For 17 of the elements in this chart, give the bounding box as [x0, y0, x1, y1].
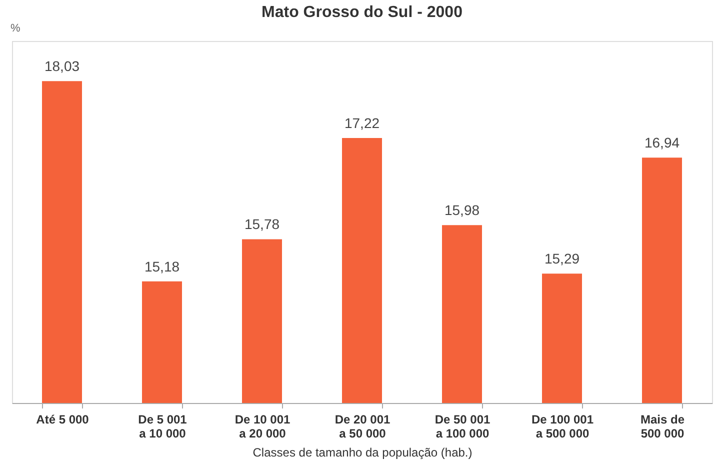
data-label: 15,98	[444, 202, 480, 218]
chart-title: Mato Grosso do Sul - 2000	[262, 4, 463, 21]
data-label: 17,22	[344, 115, 380, 131]
x-tick-label: De 5 001 a 10 000	[138, 412, 188, 440]
data-label: 16,94	[644, 134, 680, 151]
data-label: 15,29	[544, 250, 580, 267]
data-label: 15,78	[244, 216, 280, 232]
x-tick-label: Até 5 000	[36, 412, 90, 426]
y-axis-title: %	[10, 22, 20, 34]
x-axis-title: Classes de tamanho da população (hab.)	[252, 446, 472, 460]
x-tick-label: De 50 001 a 100 000	[434, 412, 491, 440]
x-tick-label: De 10 001 a 20 000	[234, 412, 291, 440]
x-tick-label: De 20 001 a 50 000	[334, 412, 391, 440]
data-label: 15,18	[144, 258, 180, 274]
x-tick-label: Mais de 500 000	[640, 412, 685, 440]
data-label: 18,03	[44, 58, 80, 74]
x-tick-label: De 100 001 a 500 000	[531, 412, 594, 440]
